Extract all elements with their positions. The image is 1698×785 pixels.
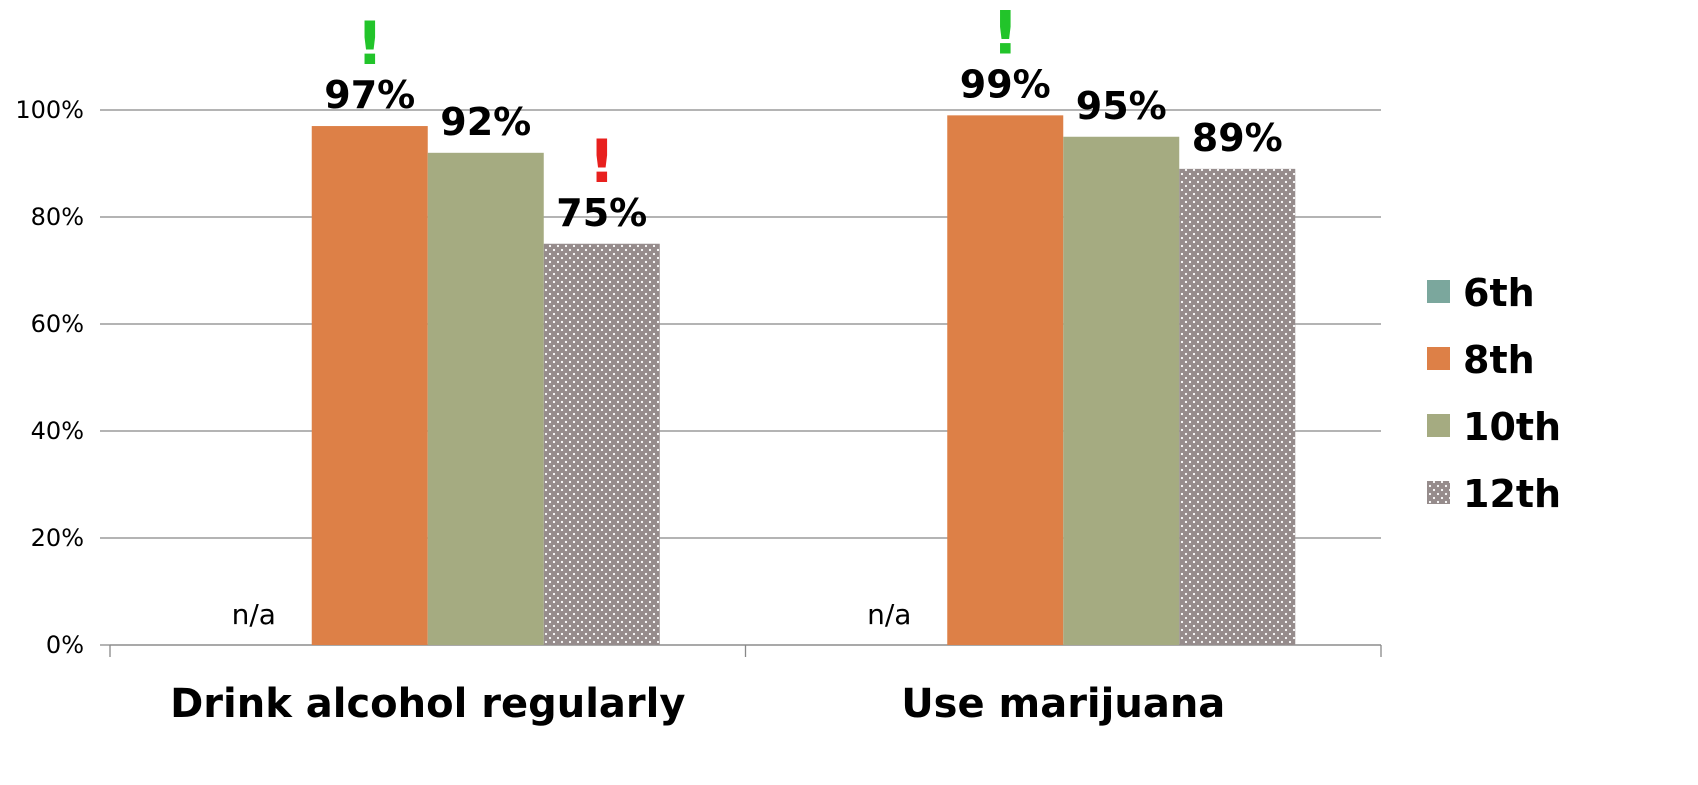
y-tick-label: 0% <box>46 631 84 659</box>
legend-swatch <box>1427 347 1450 370</box>
missing-value-label: n/a <box>232 598 276 631</box>
bar <box>427 152 544 646</box>
y-tick-label: 40% <box>31 417 84 445</box>
bar <box>947 115 1064 646</box>
legend: 6th 8th 10th 12th <box>1427 271 1561 516</box>
y-tick-label: 100% <box>15 96 84 124</box>
legend-label: 12th <box>1463 472 1561 516</box>
data-label: 95% <box>1076 84 1167 128</box>
data-label: 75% <box>556 191 647 235</box>
x-axis: Drink alcohol regularly Use marijuana <box>109 644 1382 727</box>
bar <box>1179 168 1296 645</box>
legend-label: 6th <box>1463 271 1535 315</box>
exclamation-annotation: ! <box>588 127 615 197</box>
missing-value-label: n/a <box>867 598 911 631</box>
data-label: 92% <box>440 100 531 144</box>
y-axis: 0% 20% 40% 60% 80% 100% <box>15 96 84 659</box>
x-category-label: Use marijuana <box>901 681 1225 727</box>
legend-swatch <box>1427 280 1450 303</box>
y-tick-label: 60% <box>31 310 84 338</box>
legend-swatch <box>1427 481 1450 504</box>
y-tick-label: 20% <box>31 524 84 552</box>
bar <box>543 243 660 645</box>
legend-label: 8th <box>1463 338 1535 382</box>
exclamation-annotation: ! <box>992 0 1019 68</box>
x-category-label: Drink alcohol regularly <box>170 681 685 727</box>
bars <box>311 115 1296 646</box>
y-tick-label: 80% <box>31 203 84 231</box>
exclamation-annotation: ! <box>356 9 383 79</box>
legend-label: 10th <box>1463 405 1561 449</box>
data-label: 99% <box>960 62 1051 106</box>
data-labels: n/a n/a 97% 92% 75% 99% 95% 89%!!! <box>232 0 1283 631</box>
data-label: 97% <box>324 73 415 117</box>
data-label: 89% <box>1192 116 1283 160</box>
bar <box>1063 136 1180 645</box>
legend-swatch <box>1427 414 1450 437</box>
bar <box>311 126 428 646</box>
